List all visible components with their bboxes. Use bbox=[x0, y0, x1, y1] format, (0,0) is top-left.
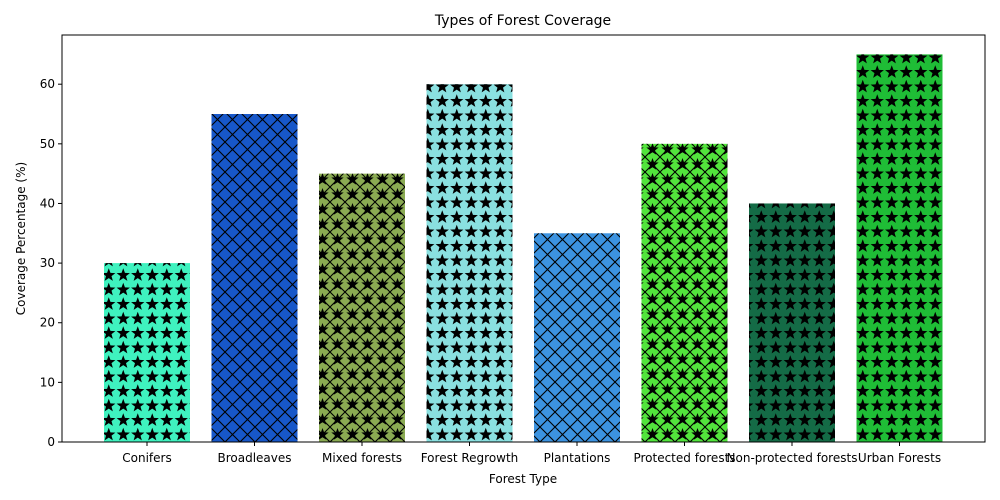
bar-1 bbox=[104, 263, 190, 442]
y-tick-label: 10 bbox=[40, 375, 55, 389]
y-axis-ticks: 0 10 20 30 40 50 60 bbox=[40, 77, 62, 449]
x-tick-label: Broadleaves bbox=[217, 451, 291, 465]
x-tick-label: Urban Forests bbox=[858, 451, 941, 465]
bar-hatch-1 bbox=[104, 263, 190, 442]
bar-6 bbox=[641, 143, 728, 443]
y-tick-label: 60 bbox=[40, 77, 55, 91]
x-tick-label: Conifers bbox=[122, 451, 171, 465]
y-tick-label: 0 bbox=[47, 435, 55, 449]
bar-7 bbox=[749, 203, 835, 442]
x-axis-ticks: Conifers Broadleaves Mixed forests Forest R… bbox=[122, 442, 941, 465]
bar-hatch-6 bbox=[641, 143, 728, 443]
y-tick-label: 20 bbox=[40, 316, 55, 330]
x-tick-label: Non-protected forests bbox=[727, 451, 858, 465]
x-tick-label: Protected forests bbox=[633, 451, 735, 465]
y-axis-label: Coverage Percentage (%) bbox=[14, 162, 28, 315]
bars-group bbox=[104, 54, 943, 443]
bar-2 bbox=[211, 114, 298, 442]
bar-hatch-3 bbox=[319, 173, 405, 442]
bar-hatch-4 bbox=[426, 84, 513, 442]
x-axis-label: Forest Type bbox=[489, 472, 557, 486]
bar-3 bbox=[319, 173, 405, 442]
bar-hatch-8 bbox=[856, 54, 943, 442]
bar-hatch-2 bbox=[211, 114, 298, 442]
bar-hatch-5 bbox=[534, 233, 620, 442]
bar-4 bbox=[426, 84, 513, 442]
bar-8 bbox=[856, 54, 943, 442]
y-tick-label: 50 bbox=[40, 137, 55, 151]
x-tick-label: Plantations bbox=[544, 451, 611, 465]
y-tick-label: 40 bbox=[40, 196, 55, 210]
chart-title: Types of Forest Coverage bbox=[434, 13, 611, 29]
x-tick-label: Forest Regrowth bbox=[421, 451, 519, 465]
plot-frame bbox=[61, 34, 986, 443]
bar-hatch-7 bbox=[749, 203, 835, 442]
bar-5 bbox=[534, 233, 620, 442]
y-tick-label: 30 bbox=[40, 256, 55, 270]
x-tick-label: Mixed forests bbox=[322, 451, 402, 465]
